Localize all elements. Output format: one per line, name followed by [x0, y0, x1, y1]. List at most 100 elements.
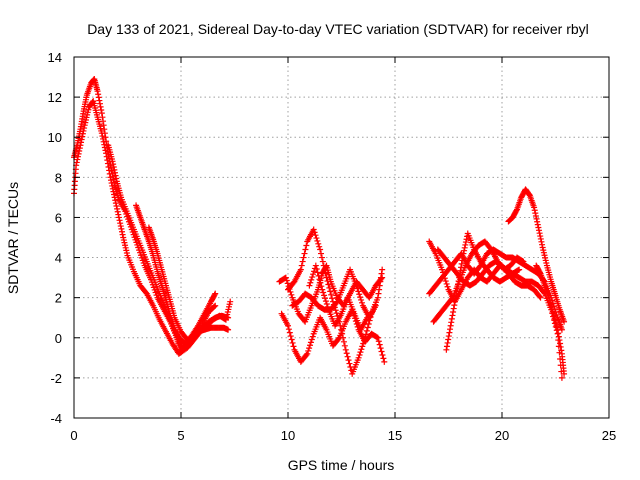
data-point	[459, 253, 466, 260]
x-tick-label: 10	[281, 428, 295, 443]
data-point	[557, 340, 564, 347]
data-point	[463, 236, 470, 243]
data-point	[312, 232, 319, 239]
data-point	[110, 164, 117, 171]
data-point	[454, 281, 461, 288]
data-point	[110, 161, 117, 168]
data-point	[290, 343, 297, 350]
data-point	[531, 207, 538, 214]
y-tick-label: 10	[48, 130, 62, 145]
data-point	[535, 224, 542, 231]
data-point	[76, 145, 83, 152]
data-point	[100, 135, 107, 142]
data-point	[117, 220, 124, 227]
data-point	[316, 276, 323, 283]
data-point	[289, 339, 296, 346]
data-point	[311, 229, 318, 236]
data-points	[71, 76, 568, 381]
data-point	[111, 191, 118, 198]
data-point	[320, 262, 327, 269]
data-point	[307, 279, 314, 286]
data-point	[555, 333, 562, 340]
data-point	[225, 326, 232, 333]
data-point	[537, 235, 544, 242]
data-point	[374, 334, 381, 341]
data-point	[345, 357, 352, 364]
data-point	[318, 250, 325, 257]
data-point	[453, 291, 460, 298]
data-point	[537, 294, 544, 301]
data-point	[114, 208, 121, 215]
data-point	[322, 270, 329, 277]
data-point	[73, 159, 80, 166]
data-point	[109, 158, 116, 165]
data-point	[536, 269, 543, 276]
data-point	[95, 91, 102, 98]
data-point	[112, 197, 119, 204]
data-point	[358, 346, 365, 353]
data-point	[106, 170, 113, 177]
data-point	[116, 217, 123, 224]
data-point	[354, 285, 361, 292]
data-point	[107, 174, 114, 181]
y-tick-label: 6	[55, 210, 62, 225]
data-point	[76, 147, 83, 154]
data-point	[313, 235, 320, 242]
data-point	[328, 291, 335, 298]
data-point	[94, 88, 101, 95]
x-tick-label: 5	[177, 428, 184, 443]
data-point	[360, 340, 367, 347]
data-point	[461, 244, 468, 251]
data-point	[227, 298, 234, 305]
series-mid-b	[278, 306, 388, 365]
data-point	[319, 286, 326, 293]
data-point	[299, 258, 306, 265]
data-point	[75, 150, 82, 157]
data-point	[114, 205, 121, 212]
data-point	[535, 227, 542, 234]
data-point	[321, 292, 328, 299]
data-point	[451, 302, 458, 309]
data-point	[111, 169, 118, 176]
data-point	[309, 274, 316, 281]
y-tick-labels: -4 -2 0 2 4 6 8 10 12 14	[48, 50, 62, 426]
data-point	[448, 315, 455, 322]
data-point	[440, 272, 447, 279]
data-point	[303, 351, 310, 358]
data-point	[225, 314, 232, 321]
data-point	[285, 326, 292, 333]
x-tick-label: 15	[388, 428, 402, 443]
data-point	[340, 334, 347, 341]
data-point	[362, 331, 369, 338]
data-point	[447, 322, 454, 329]
data-point	[109, 185, 116, 192]
data-point	[74, 156, 81, 163]
data-point	[344, 353, 351, 360]
data-point	[342, 346, 349, 353]
data-point	[556, 337, 563, 344]
data-point	[539, 241, 546, 248]
data-point	[359, 343, 366, 350]
x-tick-label: 25	[602, 428, 616, 443]
data-point	[445, 333, 452, 340]
data-point	[310, 226, 317, 233]
data-point	[77, 142, 84, 149]
data-point	[316, 243, 323, 250]
data-point	[283, 277, 290, 284]
data-point	[338, 326, 345, 333]
data-point	[118, 228, 125, 235]
data-point	[531, 204, 538, 211]
data-point	[100, 138, 107, 145]
data-point	[313, 266, 320, 273]
data-point	[322, 298, 329, 305]
x-tick-label: 0	[70, 428, 77, 443]
data-point	[534, 221, 541, 228]
series-late-e	[505, 186, 568, 325]
data-point	[358, 296, 365, 303]
data-point	[558, 347, 565, 354]
data-point	[443, 343, 450, 350]
data-point	[343, 350, 350, 357]
data-point	[340, 338, 347, 345]
data-point	[304, 350, 311, 357]
data-point	[447, 326, 454, 333]
